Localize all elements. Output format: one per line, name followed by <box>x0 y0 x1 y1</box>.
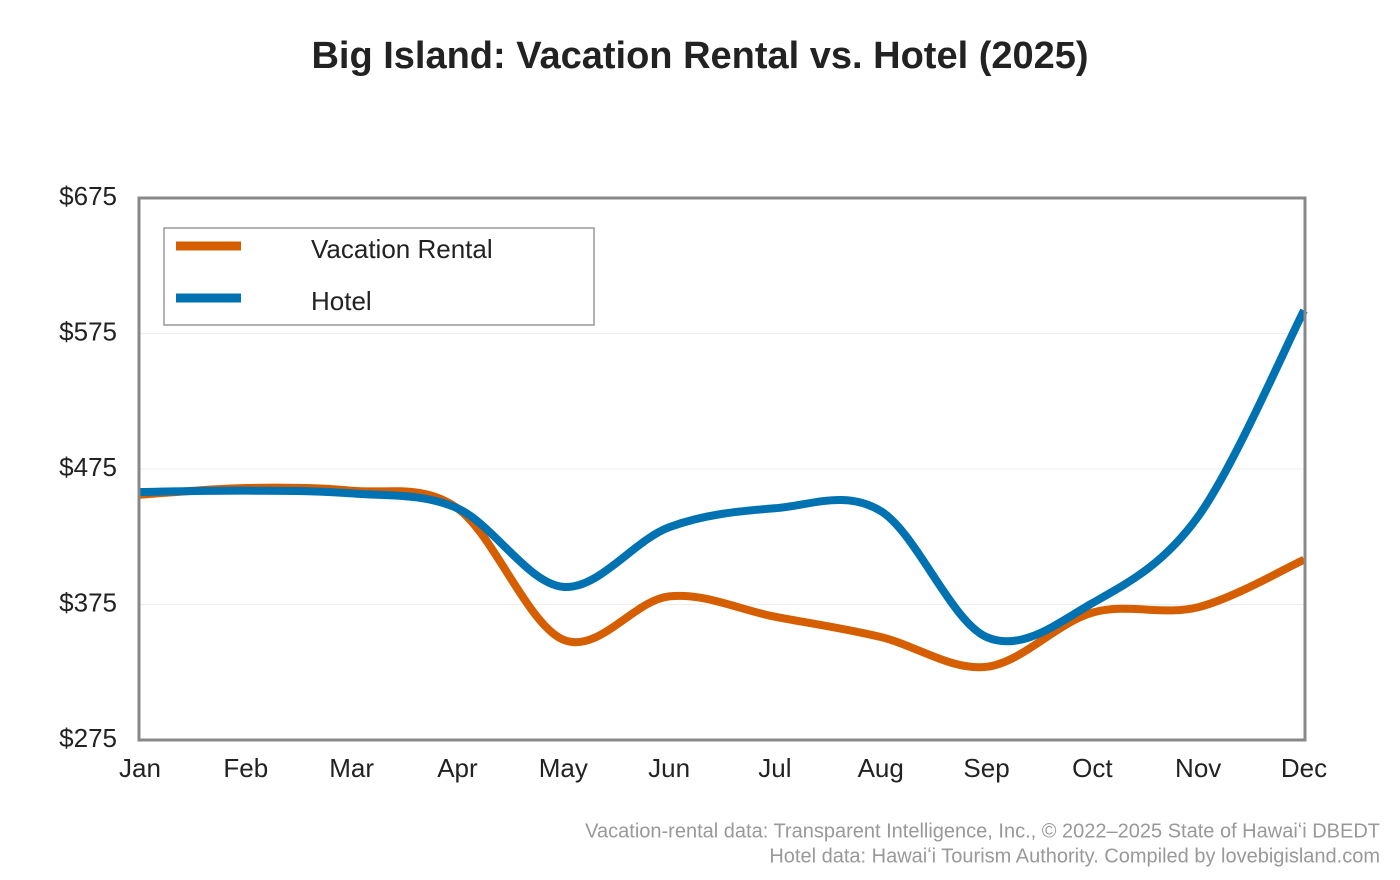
x-tick-label: May <box>539 753 588 783</box>
y-tick-label: $275 <box>59 723 117 753</box>
x-tick-label: Apr <box>437 753 478 783</box>
x-tick-label: Feb <box>223 753 268 783</box>
legend-box <box>163 227 595 326</box>
x-tick-label: Dec <box>1281 753 1327 783</box>
y-tick-label: $575 <box>59 316 117 346</box>
y-tick-label: $475 <box>59 452 117 482</box>
x-tick-label: Nov <box>1175 753 1221 783</box>
x-tick-label: Mar <box>329 753 374 783</box>
y-tick-label: $675 <box>59 181 117 211</box>
chart-title: Big Island: Vacation Rental vs. Hotel (2… <box>311 35 1088 77</box>
x-tick-label: Oct <box>1072 753 1113 783</box>
plot-frame <box>137 196 1307 742</box>
x-tick-label: Jun <box>648 753 690 783</box>
x-tick-label: Sep <box>963 753 1009 783</box>
source-note: Vacation-rental data: Transparent Intell… <box>585 820 1380 842</box>
y-tick-label: $375 <box>59 587 117 617</box>
x-tick-label: Jul <box>758 753 791 783</box>
x-tick-label: Jan <box>119 753 161 783</box>
source-note: Hotel data: Hawaiʻi Tourism Authority. C… <box>769 845 1380 867</box>
legend-label: Hotel <box>311 286 372 316</box>
x-tick-label: Aug <box>858 753 904 783</box>
series-line <box>139 308 1308 646</box>
legend-label: Vacation Rental <box>311 234 493 264</box>
